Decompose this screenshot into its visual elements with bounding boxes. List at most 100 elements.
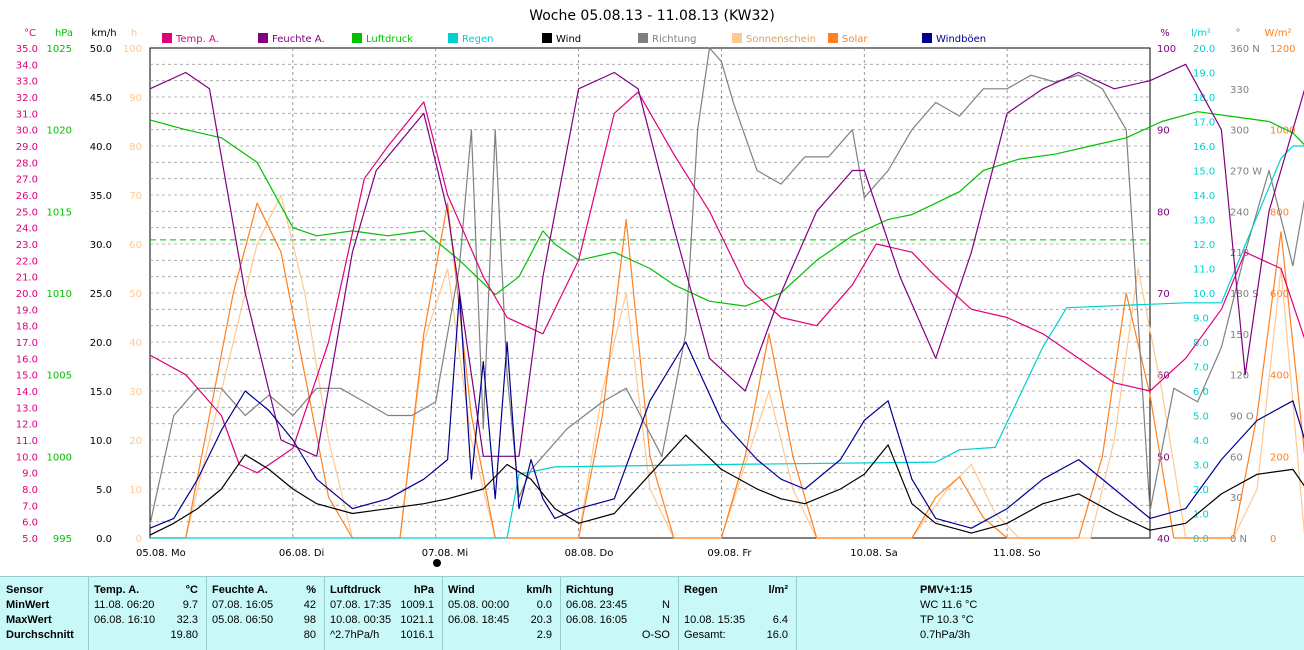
left-axis-tick-label: 30 [129, 387, 142, 398]
left-axis-tick-label: 50.0 [90, 44, 112, 55]
right-axis-tick-label: 400 [1270, 371, 1289, 382]
stats-col-temp: Temp. A. °C 11.08. 06:20 9.7 06.08. 16:1… [88, 577, 207, 650]
series-line-windb-en [149, 292, 1304, 529]
dir-max-time: 06.08. 16:05 [566, 614, 628, 626]
legend-swatch [258, 33, 268, 43]
wind-min: 0.0 [536, 599, 552, 611]
left-axis-tick-label: 12.0 [16, 420, 38, 431]
legend-label: Feuchte A. [272, 34, 325, 45]
right-axis-tick-label: 80 [1157, 207, 1170, 218]
pressure-trend-value: 0.7hPa/3h [920, 629, 971, 641]
left-axis-tick-label: 30.0 [90, 240, 112, 251]
left-axis-tick-label: 26.0 [16, 191, 38, 202]
right-axis-tick-label: 4.0 [1193, 436, 1209, 447]
rain-total: 16.0 [766, 629, 788, 641]
right-axis-tick-label: 90 O [1230, 412, 1254, 423]
left-axis-tick-label: 16.0 [16, 354, 38, 365]
series-line-sonnenschein [150, 194, 1304, 539]
series-line-luftdruck [149, 111, 1304, 307]
left-axis-tick-label: 50 [129, 289, 142, 300]
series-line-wind [149, 434, 1304, 536]
x-tick-label: 08.08. Do [565, 548, 614, 559]
stats-col-direction: Richtung 06.08. 23:45 N 06.08. 16:05 N O… [560, 577, 679, 650]
stats-col-sensor: Sensor MinWert MaxWert Durchschnitt [0, 577, 89, 650]
stats-max-label: MaxWert [6, 614, 52, 626]
press-max: 1021.1 [400, 614, 434, 626]
right-axis-tick-label: 9.0 [1193, 314, 1209, 325]
right-axis-tick-label: 150 [1230, 330, 1249, 341]
series-line-temp-a- [149, 91, 1304, 474]
left-axis-tick-label: 1005 [47, 371, 72, 382]
right-axis-tick-label: 15.0 [1193, 167, 1215, 178]
left-axis-tick-label: 995 [53, 534, 72, 545]
right-axis-tick-label: 0 N [1230, 534, 1247, 545]
legend-label: Sonnenschein [746, 34, 816, 45]
hum-max: 98 [303, 614, 316, 626]
legend-swatch [448, 33, 458, 43]
left-axis-tick-label: 100 [123, 44, 142, 55]
left-axis-tick-label: 90 [129, 93, 142, 104]
press-trend: ^2.7hPa/h [330, 629, 380, 641]
stats-col-misc: PMV+1:15 WC 11.6 °C TP 10.3 °C 0.7hPa/3h [796, 577, 1302, 650]
right-axis-tick-label: 13.0 [1193, 216, 1215, 227]
legend-swatch [922, 33, 932, 43]
left-axis-unit: h [131, 28, 137, 39]
pmv-value: PMV+1:15 [920, 584, 973, 596]
hum-unit: % [306, 584, 316, 596]
press-unit: hPa [413, 584, 434, 596]
stats-col-pressure: Luftdruck hPa 07.08. 17:35 1009.1 10.08.… [324, 577, 443, 650]
left-axis-tick-label: 20.0 [16, 289, 38, 300]
left-axis-tick-label: 15.0 [16, 371, 38, 382]
rain-max-time: 10.08. 15:35 [684, 614, 746, 626]
legend: Temp. A. Feuchte A. Luftdruck Regen Wind Rich… [162, 33, 986, 45]
right-axis-tick-label: 7.0 [1193, 363, 1209, 374]
right-axis-tick-label: 50 [1157, 452, 1170, 463]
left-axis-tick-label: 10.0 [90, 436, 112, 447]
stats-sensor-label: Sensor [6, 584, 44, 596]
dir-header: Richtung [566, 584, 614, 596]
right-axis-tick-label: 11.0 [1193, 265, 1215, 276]
right-axis-tick-label: 40 [1157, 534, 1170, 545]
temp-min-time: 11.08. 06:20 [94, 599, 155, 611]
right-axis-tick-label: 3.0 [1193, 461, 1209, 472]
right-axis-tick-label: 360 N [1230, 44, 1260, 55]
left-axis-tick-label: 29.0 [16, 142, 38, 153]
left-axis-tick-label: 23.0 [16, 240, 38, 251]
left-axis-tick-label: 7.0 [22, 501, 38, 512]
left-axis-tick-label: 28.0 [16, 158, 38, 169]
wind-max-time: 06.08. 18:45 [448, 614, 510, 626]
press-avg: 1016.1 [400, 629, 434, 641]
left-axis-tick-label: 40 [129, 338, 142, 349]
left-axis-tick-label: 14.0 [16, 387, 38, 398]
x-tick-label: 05.08. Mo [136, 548, 186, 559]
left-axis-tick-label: 1025 [47, 44, 72, 55]
left-axis-tick-label: 10 [129, 485, 142, 496]
legend-label: Luftdruck [366, 34, 413, 45]
left-axis-tick-label: 45.0 [90, 93, 112, 104]
series-line-feuchte-a- [149, 63, 1304, 457]
left-axis-tick-label: 1020 [47, 126, 72, 137]
hum-max-time: 05.08. 06:50 [212, 614, 274, 626]
right-axis-tick-label: 1000 [1270, 126, 1295, 137]
right-axis-tick-label: 30 [1230, 493, 1243, 504]
hum-header: Feuchte A. [212, 584, 268, 596]
temp-header: Temp. A. [94, 584, 140, 596]
series-line-solar [150, 202, 1304, 539]
left-axis-tick-label: 15.0 [90, 387, 112, 398]
x-tick-label: 06.08. Di [279, 548, 324, 559]
right-axis-tick-label: 240 [1230, 207, 1249, 218]
right-axis-tick-label: 0 [1270, 534, 1276, 545]
weather-chart: Woche 05.08.13 - 11.08.13 (KW32) Temp. A… [15, 8, 1304, 567]
left-axis-tick-label: 0 [136, 534, 142, 545]
left-axis-unit: hPa [55, 28, 73, 39]
left-axis-tick-label: 8.0 [22, 485, 38, 496]
dir-min: N [662, 599, 670, 611]
left-axis-tick-label: 20 [129, 436, 142, 447]
legend-swatch [162, 33, 172, 43]
left-axis-tick-label: 20.0 [90, 338, 112, 349]
right-axis-tick-label: 90 [1157, 126, 1170, 137]
right-axis-unit: ° [1236, 28, 1241, 39]
left-axis-tick-label: 22.0 [16, 256, 38, 267]
left-axis-tick-label: 40.0 [90, 142, 112, 153]
x-tick-label: 11.08. So [993, 548, 1040, 559]
